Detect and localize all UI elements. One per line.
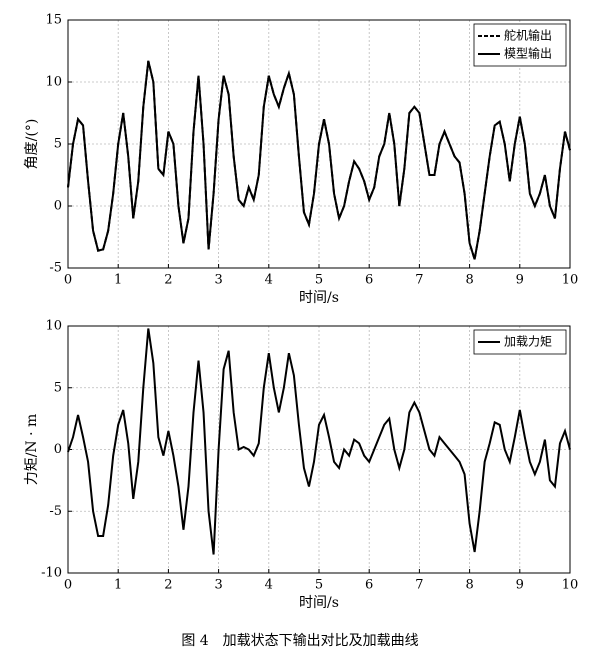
x-tick-label: 6 — [365, 578, 373, 593]
x-tick-label: 5 — [315, 578, 323, 593]
x-tick-label: 10 — [562, 578, 579, 593]
x-tick-label: 4 — [265, 578, 273, 593]
x-tick-label: 3 — [214, 578, 222, 593]
y-tick-label: -5 — [49, 504, 62, 519]
x-tick-label: 1 — [114, 273, 122, 288]
legend-label: 模型输出 — [504, 46, 552, 61]
x-tick-label: 9 — [516, 273, 524, 288]
x-tick-label: 10 — [562, 273, 579, 288]
axes-frame — [67, 19, 571, 269]
x-tick-label: 5 — [315, 273, 323, 288]
data-line — [67, 60, 571, 260]
x-tick-label: 4 — [265, 273, 273, 288]
x-axis-label: 时间/s — [299, 595, 339, 611]
x-axis-label: 时间/s — [299, 290, 339, 306]
x-tick-label: 7 — [415, 273, 423, 288]
y-tick-label: 15 — [45, 13, 62, 28]
x-tick-label: 1 — [114, 578, 122, 593]
x-tick-label: 2 — [164, 578, 172, 593]
y-tick-label: -10 — [41, 566, 62, 581]
x-tick-label: 0 — [64, 273, 72, 288]
legend-label: 加载力矩 — [504, 335, 552, 349]
y-tick-label: -5 — [49, 261, 62, 276]
y-tick-label: 5 — [54, 380, 62, 395]
x-tick-label: 0 — [64, 578, 72, 593]
y-tick-label: 0 — [54, 442, 62, 457]
x-tick-label: 3 — [214, 273, 222, 288]
legend-box — [473, 23, 567, 67]
legend-label: 舵机输出 — [504, 28, 552, 43]
caption: 图 4 加载状态下输出对比及加载曲线 — [181, 633, 418, 649]
x-tick-label: 8 — [465, 578, 473, 593]
y-tick-label: 5 — [54, 137, 62, 152]
x-tick-label: 6 — [365, 273, 373, 288]
y-axis-label: 角度/(°) — [24, 119, 40, 170]
data-line — [67, 328, 571, 555]
y-tick-label: 10 — [45, 75, 62, 90]
y-axis-label: 力矩/N · m — [24, 414, 40, 486]
y-tick-label: 10 — [45, 319, 62, 334]
x-tick-label: 2 — [164, 273, 172, 288]
y-tick-label: 0 — [54, 199, 62, 214]
x-tick-label: 9 — [516, 578, 524, 593]
x-tick-label: 7 — [415, 578, 423, 593]
x-tick-label: 8 — [465, 273, 473, 288]
